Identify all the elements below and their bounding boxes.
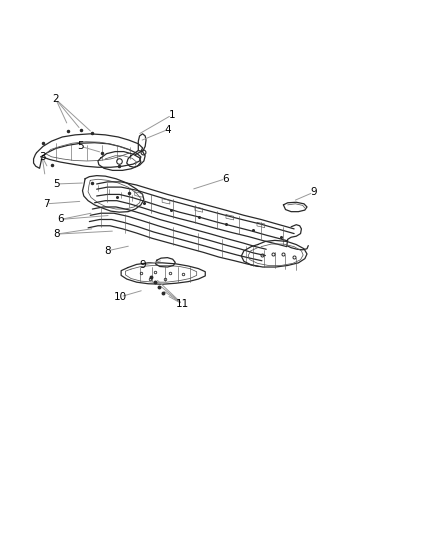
Text: 3: 3 (39, 152, 46, 162)
Text: 10: 10 (114, 292, 127, 302)
Text: 5: 5 (78, 141, 84, 151)
Text: 8: 8 (53, 229, 60, 239)
Text: 7: 7 (43, 199, 50, 209)
Text: 5: 5 (53, 179, 60, 189)
Text: 4: 4 (164, 125, 171, 135)
Text: 6: 6 (57, 214, 64, 224)
Text: 11: 11 (176, 299, 189, 309)
Text: 6: 6 (222, 174, 229, 184)
Text: 1: 1 (169, 110, 175, 120)
Text: 2: 2 (53, 94, 59, 104)
Text: 8: 8 (104, 246, 111, 256)
Text: 9: 9 (310, 187, 317, 197)
Text: 9: 9 (139, 261, 146, 270)
